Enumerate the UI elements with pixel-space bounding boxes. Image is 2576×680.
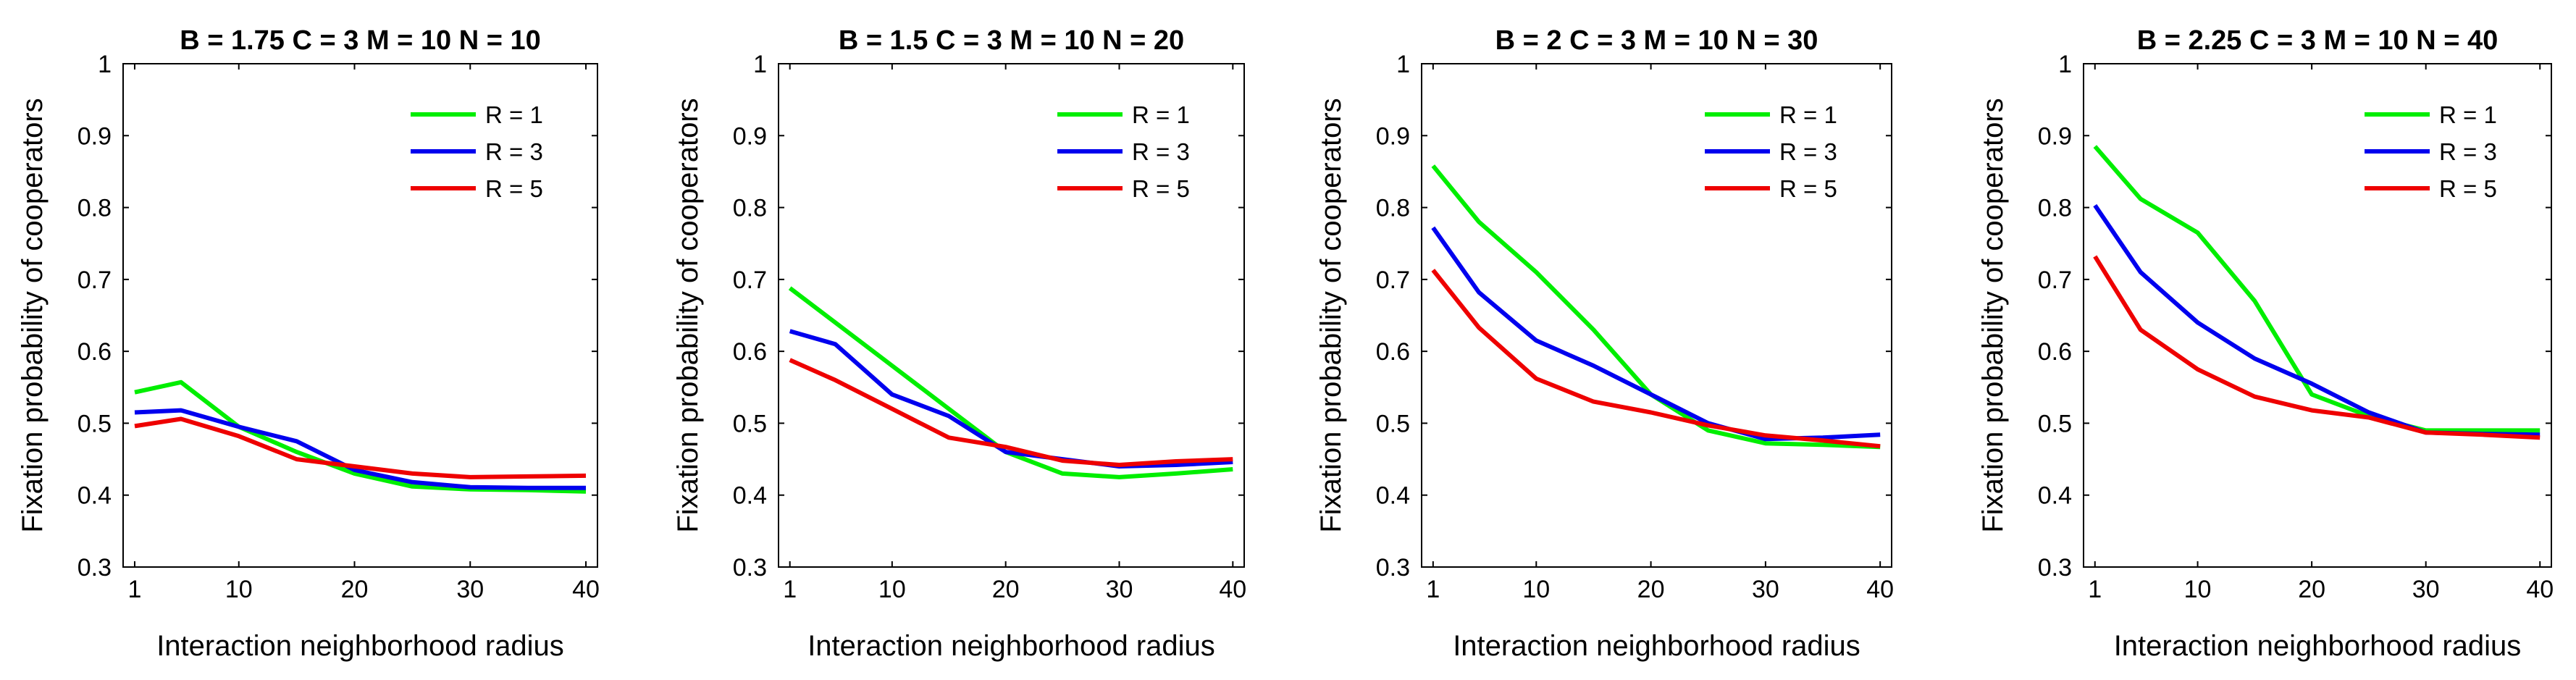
legend-label: R = 5 xyxy=(1132,175,1190,202)
y-tick-label: 0.7 xyxy=(2038,266,2072,294)
y-tick-label: 0.7 xyxy=(77,266,112,294)
x-tick-label: 40 xyxy=(1866,576,1894,603)
legend-label: R = 1 xyxy=(2439,101,2497,128)
y-tick-label: 0.3 xyxy=(77,554,112,582)
y-tick-label: 0.8 xyxy=(1376,195,1410,222)
legend-label: R = 5 xyxy=(1779,175,1837,202)
y-tick-label: 0.9 xyxy=(1376,122,1410,150)
y-tick-label: 0.6 xyxy=(2038,338,2072,366)
legend-label: R = 1 xyxy=(1132,101,1190,128)
x-tick-label: 40 xyxy=(1219,576,1246,603)
series-line-r5 xyxy=(134,416,587,479)
x-tick-label: 20 xyxy=(992,576,1020,603)
x-axis-label: Interaction neighborhood radius xyxy=(1453,630,1860,662)
series-line-r5 xyxy=(2093,255,2541,440)
x-tick-label: 20 xyxy=(1637,576,1665,603)
y-tick-label: 0.6 xyxy=(733,338,767,366)
y-tick-label: 0.9 xyxy=(733,122,767,150)
y-tick-label: 0.8 xyxy=(733,195,767,222)
legend: R = 1 R = 3 R = 5 xyxy=(2365,101,2497,202)
x-axis-label: Interaction neighborhood radius xyxy=(2114,630,2522,662)
plot-area xyxy=(1421,63,1892,568)
chart-panel-2: 0.3 0.4 0.5 0.6 0.7 0.8 0.9 1 1 10 20 30 40 B = 1.5 C… xyxy=(672,25,1246,662)
x-tick-label: 40 xyxy=(2526,576,2554,603)
y-axis-label: Fixation probability of cooperators xyxy=(672,98,704,532)
y-tick-label: 0.7 xyxy=(1376,266,1410,294)
y-tick-label: 0.6 xyxy=(77,338,112,366)
x-tick-label: 30 xyxy=(1106,576,1133,603)
chart-panel-4: 0.3 0.4 0.5 0.6 0.7 0.8 0.9 1 1 10 20 30 40 B = 2.25 … xyxy=(1977,25,2554,662)
y-tick-label: 1 xyxy=(753,51,767,78)
legend-label: R = 1 xyxy=(1779,101,1837,128)
y-tick-label: 0.8 xyxy=(2038,195,2072,222)
x-axis-label: Interaction neighborhood radius xyxy=(807,630,1215,662)
y-tick-label: 1 xyxy=(98,51,112,78)
x-tick-label: 1 xyxy=(783,576,797,603)
y-tick-label: 0.3 xyxy=(733,554,767,582)
y-tick-label: 0.7 xyxy=(733,266,767,294)
x-tick-label: 10 xyxy=(878,576,906,603)
series-line-r3 xyxy=(789,329,1233,469)
legend: R = 1 R = 3 R = 5 xyxy=(411,101,543,202)
chart-panel-1: 0.3 0.4 0.5 0.6 0.7 0.8 0.9 1 1 10 20 30 40 B = 1.75 … xyxy=(17,25,600,662)
y-tick-label: 0.5 xyxy=(1376,410,1410,437)
chart-title: B = 1.5 C = 3 M = 10 N = 20 xyxy=(839,25,1184,56)
x-tick-label: 30 xyxy=(1752,576,1779,603)
x-tick-label: 20 xyxy=(2298,576,2325,603)
legend-label: R = 1 xyxy=(485,101,543,128)
y-tick-label: 0.9 xyxy=(77,122,112,150)
x-tick-label: 30 xyxy=(2412,576,2440,603)
chart-panel-3: 0.3 0.4 0.5 0.6 0.7 0.8 0.9 1 1 10 20 30 40 B = 2 C =… xyxy=(1315,25,1894,662)
series-line-r1 xyxy=(2093,145,2541,433)
y-tick-label: 0.4 xyxy=(77,482,112,510)
y-tick-label: 1 xyxy=(2058,51,2072,78)
y-tick-label: 1 xyxy=(1396,51,1410,78)
y-tick-label: 0.6 xyxy=(1376,338,1410,366)
x-tick-label: 30 xyxy=(456,576,484,603)
y-tick-label: 0.4 xyxy=(733,482,767,510)
y-axis-label: Fixation probability of cooperators xyxy=(1977,98,2009,532)
series-line-r3 xyxy=(134,408,586,490)
x-tick-label: 1 xyxy=(2088,576,2102,603)
x-tick-label: 1 xyxy=(1426,576,1440,603)
legend-label: R = 5 xyxy=(485,175,543,202)
plot-area xyxy=(778,63,1245,568)
y-tick-label: 0.5 xyxy=(733,410,767,437)
legend: R = 1 R = 3 R = 5 xyxy=(1057,101,1190,202)
y-axis-label: Fixation probability of cooperators xyxy=(17,98,49,532)
x-tick-label: 40 xyxy=(572,576,600,603)
y-tick-label: 0.5 xyxy=(77,410,112,437)
legend-label: R = 3 xyxy=(1132,138,1190,165)
chart-title: B = 1.75 C = 3 M = 10 N = 10 xyxy=(180,25,541,56)
y-tick-label: 0.3 xyxy=(2038,554,2072,582)
legend-label: R = 5 xyxy=(2439,175,2497,202)
y-axis-label: Fixation probability of cooperators xyxy=(1315,98,1347,532)
y-tick-label: 0.3 xyxy=(1376,554,1410,582)
x-tick-label: 10 xyxy=(2184,576,2212,603)
y-tick-label: 0.8 xyxy=(77,195,112,222)
legend: R = 1 R = 3 R = 5 xyxy=(1705,101,1837,202)
chart-title: B = 2.25 C = 3 M = 10 N = 40 xyxy=(2137,25,2499,56)
y-tick-label: 0.4 xyxy=(1376,482,1410,510)
plot-area xyxy=(122,63,598,568)
legend-label: R = 3 xyxy=(1779,138,1837,165)
plot-area xyxy=(2083,63,2552,568)
x-tick-label: 10 xyxy=(1522,576,1550,603)
series-line-r5 xyxy=(789,358,1233,467)
series-line-r5 xyxy=(1431,269,1881,449)
legend-label: R = 3 xyxy=(485,138,543,165)
x-tick-label: 1 xyxy=(128,576,142,603)
y-tick-label: 0.9 xyxy=(2038,122,2072,150)
x-axis-label: Interaction neighborhood radius xyxy=(156,630,564,662)
y-tick-label: 0.4 xyxy=(2038,482,2072,510)
chart-title: B = 2 C = 3 M = 10 N = 30 xyxy=(1495,25,1818,56)
legend-label: R = 3 xyxy=(2439,138,2497,165)
y-tick-label: 0.5 xyxy=(2038,410,2072,437)
x-tick-label: 10 xyxy=(225,576,253,603)
x-tick-label: 20 xyxy=(341,576,369,603)
